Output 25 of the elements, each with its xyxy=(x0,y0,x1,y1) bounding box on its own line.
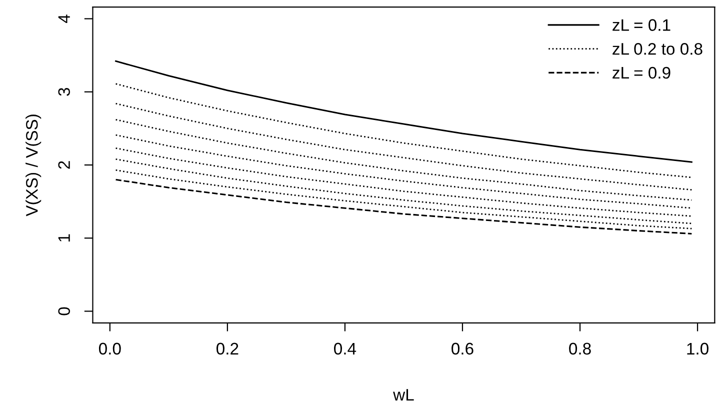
line-series xyxy=(115,178,692,234)
line-series xyxy=(115,147,692,217)
x-axis-title: wL xyxy=(393,389,414,401)
legend-label: zL = 0.9 xyxy=(612,66,670,79)
x-tick-label: 1.0 xyxy=(687,342,708,355)
line-series xyxy=(115,83,692,178)
y-tick-label: 3 xyxy=(58,88,70,96)
line-series xyxy=(115,169,692,230)
x-tick-label: 0.2 xyxy=(216,342,238,355)
x-tick-label: 0.8 xyxy=(569,342,591,355)
y-tick-label: 2 xyxy=(58,161,70,169)
x-tick-label: 0.0 xyxy=(98,342,121,355)
line-series xyxy=(115,158,692,224)
legend-label: zL = 0.1 xyxy=(612,19,670,31)
line-series xyxy=(115,102,692,191)
y-tick-label: 0 xyxy=(58,307,70,316)
y-tick-label: 1 xyxy=(58,234,70,242)
line-series xyxy=(115,134,692,209)
y-tick-label: 4 xyxy=(58,14,70,23)
line-series xyxy=(115,118,692,201)
legend-label: zL 0.2 to 0.8 xyxy=(612,43,702,55)
y-axis-title: V(XS) / V(SS) xyxy=(26,114,42,216)
x-tick-label: 0.4 xyxy=(334,342,356,355)
line-series xyxy=(115,60,692,163)
x-tick-label: 0.6 xyxy=(452,342,474,355)
